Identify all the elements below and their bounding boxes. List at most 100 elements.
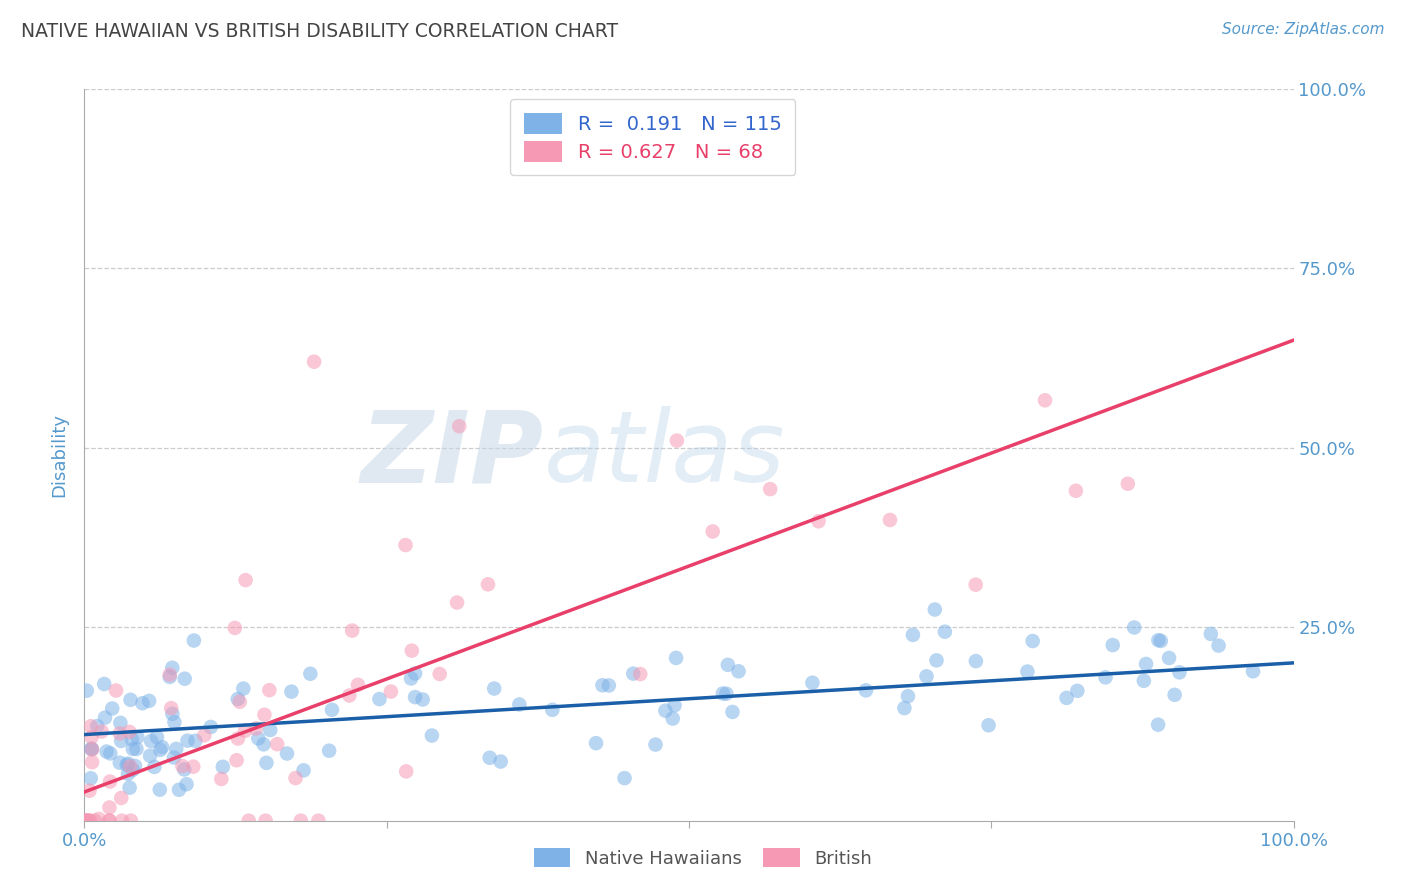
Point [76, 814, 98, 828]
Point [162, 661, 184, 675]
Text: atlas: atlas [544, 407, 786, 503]
Point [508, 698, 530, 712]
Point [209, 772, 232, 786]
Point [1241, 665, 1264, 679]
Point [347, 678, 370, 692]
Point [1157, 651, 1180, 665]
Point [77, 814, 100, 828]
Point [143, 760, 166, 774]
Point [965, 577, 987, 591]
Point [318, 744, 340, 758]
Point [1199, 627, 1222, 641]
Point [401, 643, 423, 657]
Point [1147, 717, 1170, 731]
Point [879, 513, 901, 527]
Point [292, 764, 315, 778]
Point [79, 783, 101, 797]
Point [80, 742, 103, 756]
Point [1147, 633, 1170, 648]
Point [165, 742, 187, 756]
Point [120, 759, 142, 773]
Point [138, 694, 160, 708]
Point [80, 742, 103, 756]
Point [80, 719, 103, 733]
Point [280, 684, 302, 698]
Point [111, 814, 134, 828]
Point [184, 733, 207, 747]
Point [254, 756, 277, 770]
Point [1021, 634, 1043, 648]
Point [721, 705, 744, 719]
Point [176, 777, 198, 791]
Point [598, 678, 620, 692]
Point [1168, 665, 1191, 680]
Point [77, 814, 100, 828]
Point [807, 514, 830, 528]
Point [395, 764, 418, 779]
Point [117, 756, 139, 771]
Point [121, 763, 143, 777]
Point [125, 742, 148, 756]
Legend: R =  0.191   N = 115, R = 0.627   N = 68: R = 0.191 N = 115, R = 0.627 N = 68 [510, 99, 796, 176]
Point [121, 742, 143, 756]
Point [299, 666, 322, 681]
Point [429, 667, 451, 681]
Point [665, 651, 688, 665]
Point [394, 538, 416, 552]
Point [1150, 633, 1173, 648]
Point [235, 573, 257, 587]
Point [477, 577, 499, 591]
Point [934, 624, 956, 639]
Point [80, 772, 103, 786]
Point [183, 633, 205, 648]
Point [167, 782, 190, 797]
Point [163, 715, 186, 730]
Point [149, 782, 172, 797]
Point [159, 667, 181, 681]
Point [399, 672, 422, 686]
Point [1094, 670, 1116, 684]
Point [661, 712, 683, 726]
Point [172, 759, 194, 773]
Point [79, 814, 101, 828]
Point [159, 670, 181, 684]
Point [915, 669, 938, 683]
Point [117, 766, 139, 780]
Point [118, 725, 141, 739]
Point [131, 696, 153, 710]
Point [266, 737, 288, 751]
Point [628, 667, 651, 681]
Point [110, 734, 132, 748]
Point [893, 701, 915, 715]
Point [284, 771, 307, 785]
Point [200, 720, 222, 734]
Point [801, 675, 824, 690]
Y-axis label: Disability: Disability [51, 413, 69, 497]
Point [644, 738, 666, 752]
Point [211, 760, 233, 774]
Point [449, 419, 471, 434]
Point [290, 814, 312, 828]
Point [965, 654, 987, 668]
Text: ZIP: ZIP [361, 407, 544, 503]
Point [238, 814, 260, 828]
Point [98, 774, 121, 789]
Point [110, 715, 132, 730]
Point [121, 732, 143, 747]
Point [925, 653, 948, 667]
Point [98, 747, 121, 761]
Point [727, 665, 749, 679]
Point [176, 733, 198, 747]
Point [232, 681, 254, 696]
Point [664, 698, 686, 713]
Point [1163, 688, 1185, 702]
Point [83, 814, 105, 828]
Point [105, 683, 128, 698]
Point [120, 693, 142, 707]
Point [98, 814, 121, 828]
Point [86, 719, 108, 733]
Point [120, 814, 142, 828]
Point [1135, 657, 1157, 671]
Point [1133, 673, 1156, 688]
Point [252, 737, 274, 751]
